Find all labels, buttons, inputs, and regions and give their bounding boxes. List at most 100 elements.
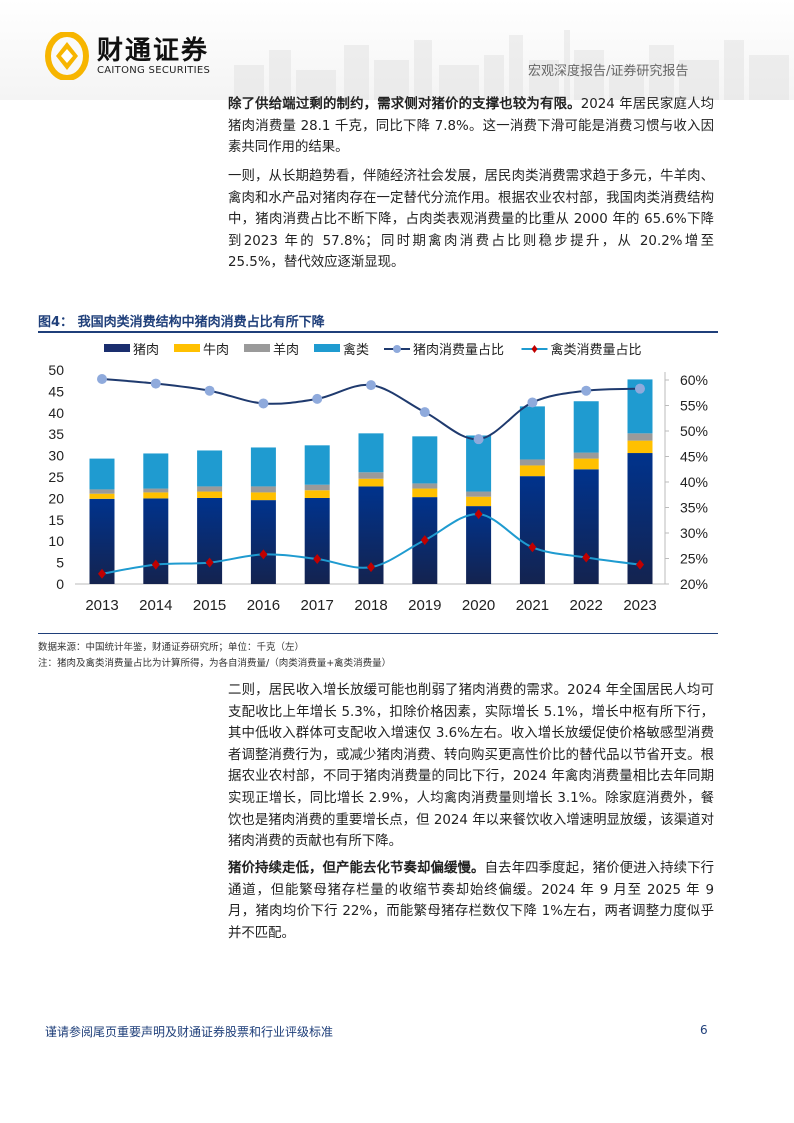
bar-羊肉-2016	[250, 486, 276, 493]
bar-禽类-2014	[143, 453, 169, 489]
page-number: 6	[700, 1023, 708, 1037]
left-tick-label: 25	[48, 469, 64, 485]
legend-label-禽类消费量占比: 禽类消费量占比	[551, 342, 642, 358]
left-tick-label: 45	[48, 383, 64, 399]
paragraph-3: 二则，居民收入增长放缓可能也削弱了猪肉消费的需求。2024 年全国居民人均可支配…	[228, 680, 714, 853]
bar-牛肉-2022	[573, 458, 599, 470]
bar-猪肉-2022	[573, 469, 599, 584]
bar-牛肉-2013	[89, 493, 115, 499]
left-tick-label: 50	[48, 362, 64, 378]
x-tick-label: 2013	[85, 597, 118, 614]
marker-禽类消费量占比-2020	[474, 509, 483, 520]
meat-consumption-chart: 0 5 10 15 20 25 30 35 40 45 50 20% 25% 30% 35% 40% 45% 50…	[48, 342, 708, 614]
bar-猪肉-2017	[304, 497, 330, 584]
bar-牛肉-2016	[250, 492, 276, 501]
paragraph-4: 猪价持续走低，但产能去化节奏却偏缓慢。自去年四季度起，猪价便进入持续下行通道，但…	[228, 858, 714, 944]
bar-羊肉-2017	[304, 484, 330, 491]
marker-猪肉消费量占比-2018	[366, 380, 376, 391]
company-logo: 财通证券 CAITONG SECURITIES	[45, 32, 210, 80]
marker-猪肉消费量占比-2016	[258, 398, 269, 409]
marker-猪肉消费量占比-2023	[635, 383, 645, 394]
data-source: 数据来源：中国统计年鉴，财通证券研究所；单位：千克（左）	[38, 642, 305, 653]
bar-禽类-2018	[358, 433, 384, 473]
legend-swatch-牛肉	[174, 344, 200, 352]
left-tick-label: 35	[48, 426, 64, 442]
marker-禽类消费量占比-2019	[420, 535, 429, 546]
right-tick-label: 45%	[680, 449, 708, 465]
legend-label-猪肉消费量占比: 猪肉消费量占比	[413, 343, 504, 358]
right-tick-label: 35%	[680, 500, 708, 516]
legend-label-牛肉: 牛肉	[203, 343, 229, 358]
bar-羊肉-2014	[143, 488, 169, 493]
bar-牛肉-2015	[197, 491, 223, 498]
legend-marker	[393, 345, 401, 353]
bar-羊肉-2015	[197, 486, 223, 492]
paragraph-text: 2024 年居民家庭人均猪肉消费量 28.1 千克，同比下降 7.8%。这一消费…	[228, 97, 714, 156]
x-tick-label: 2022	[570, 597, 603, 614]
legend-swatch-禽类	[314, 344, 340, 352]
bar-羊肉-2021	[519, 459, 545, 466]
legend-label-羊肉: 羊肉	[273, 342, 299, 358]
marker-猪肉消费量占比-2019	[419, 407, 430, 418]
paragraph-text: 二则，居民收入增长放缓可能也削弱了猪肉消费的需求。2024 年全国居民人均可支配…	[228, 683, 714, 850]
marker-禽类消费量占比-2013	[98, 568, 106, 579]
marker-禽类消费量占比-2015	[205, 557, 214, 568]
paragraph-lead: 猪价持续走低，但产能去化节奏却偏缓慢。	[228, 861, 485, 876]
x-tick-label: 2014	[139, 597, 172, 614]
x-tick-label: 2016	[247, 597, 280, 614]
bar-禽类-2016	[250, 447, 276, 487]
footer-disclaimer: 谨请参阅尾页重要声明及财通证券股票和行业评级标准	[45, 1025, 334, 1039]
bar-牛肉-2014	[143, 492, 169, 499]
left-tick-label: 15	[48, 512, 64, 528]
right-tick-label: 55%	[680, 398, 708, 414]
caitong-logo-icon	[45, 32, 89, 80]
bar-牛肉-2021	[519, 465, 545, 477]
left-tick-label: 30	[48, 448, 64, 464]
bar-牛肉-2019	[412, 488, 438, 498]
marker-猪肉消费量占比-2021	[527, 397, 538, 408]
marker-猪肉消费量占比-2020	[473, 434, 484, 445]
legend-swatch-羊肉	[244, 344, 270, 352]
bar-牛肉-2020	[466, 496, 492, 507]
left-tick-label: 20	[48, 490, 64, 506]
right-tick-label: 60%	[680, 372, 708, 388]
left-tick-label: 10	[48, 533, 64, 549]
bar-羊肉-2019	[412, 483, 438, 489]
legend-label-禽类: 禽类	[343, 342, 369, 358]
left-tick-label: 40	[48, 405, 64, 421]
bar-羊肉-2018	[358, 472, 384, 479]
marker-禽类消费量占比-2023	[636, 559, 644, 570]
right-tick-label: 50%	[680, 423, 708, 439]
figure-title-text: 我国肉类消费结构中猪肉消费占比有所下降	[77, 315, 325, 330]
left-tick-label: 5	[56, 555, 64, 571]
right-tick-label: 20%	[680, 576, 708, 592]
legend-marker	[531, 345, 538, 353]
x-tick-label: 2019	[408, 597, 441, 614]
legend-label-猪肉: 猪肉	[133, 343, 159, 358]
skyline-watermark	[234, 30, 789, 100]
x-tick-label: 2023	[623, 597, 656, 614]
bar-禽类-2021	[519, 406, 545, 460]
page-header: 财通证券 CAITONG SECURITIES 宏观深度报告/证券研究报告	[0, 0, 794, 100]
marker-猪肉消费量占比-2013	[97, 373, 107, 384]
bar-猪肉-2014	[143, 498, 169, 584]
marker-猪肉消费量占比-2022	[581, 385, 592, 396]
bar-禽类-2020	[466, 435, 492, 492]
bar-羊肉-2022	[573, 452, 599, 459]
bar-禽类-2019	[412, 436, 438, 484]
x-tick-label: 2017	[301, 597, 334, 614]
legend-swatch-猪肉	[104, 344, 130, 352]
bar-牛肉-2023	[627, 440, 653, 454]
marker-禽类消费量占比-2022	[582, 552, 591, 563]
bar-禽类-2013	[89, 458, 115, 490]
bar-羊肉-2013	[89, 489, 115, 494]
bar-禽类-2022	[573, 401, 599, 453]
paragraph-lead: 除了供给端过剩的制约，需求侧对猪价的支撑也较为有限。	[228, 97, 581, 112]
company-name-en: CAITONG SECURITIES	[97, 64, 211, 76]
bar-羊肉-2020	[466, 491, 492, 497]
bar-猪肉-2021	[519, 476, 545, 584]
marker-禽类消费量占比-2021	[528, 542, 537, 553]
paragraph-text: 自去年四季度起，猪价便进入持续下行通道，但能繁母猪存栏量的收缩节奏却始终偏缓。2…	[228, 861, 715, 941]
x-tick-label: 2015	[193, 597, 226, 614]
paragraph-text: 一则，从长期趋势看，伴随经济社会发展，居民肉类消费需求趋于多元，牛羊肉、禽肉和水…	[228, 169, 714, 271]
